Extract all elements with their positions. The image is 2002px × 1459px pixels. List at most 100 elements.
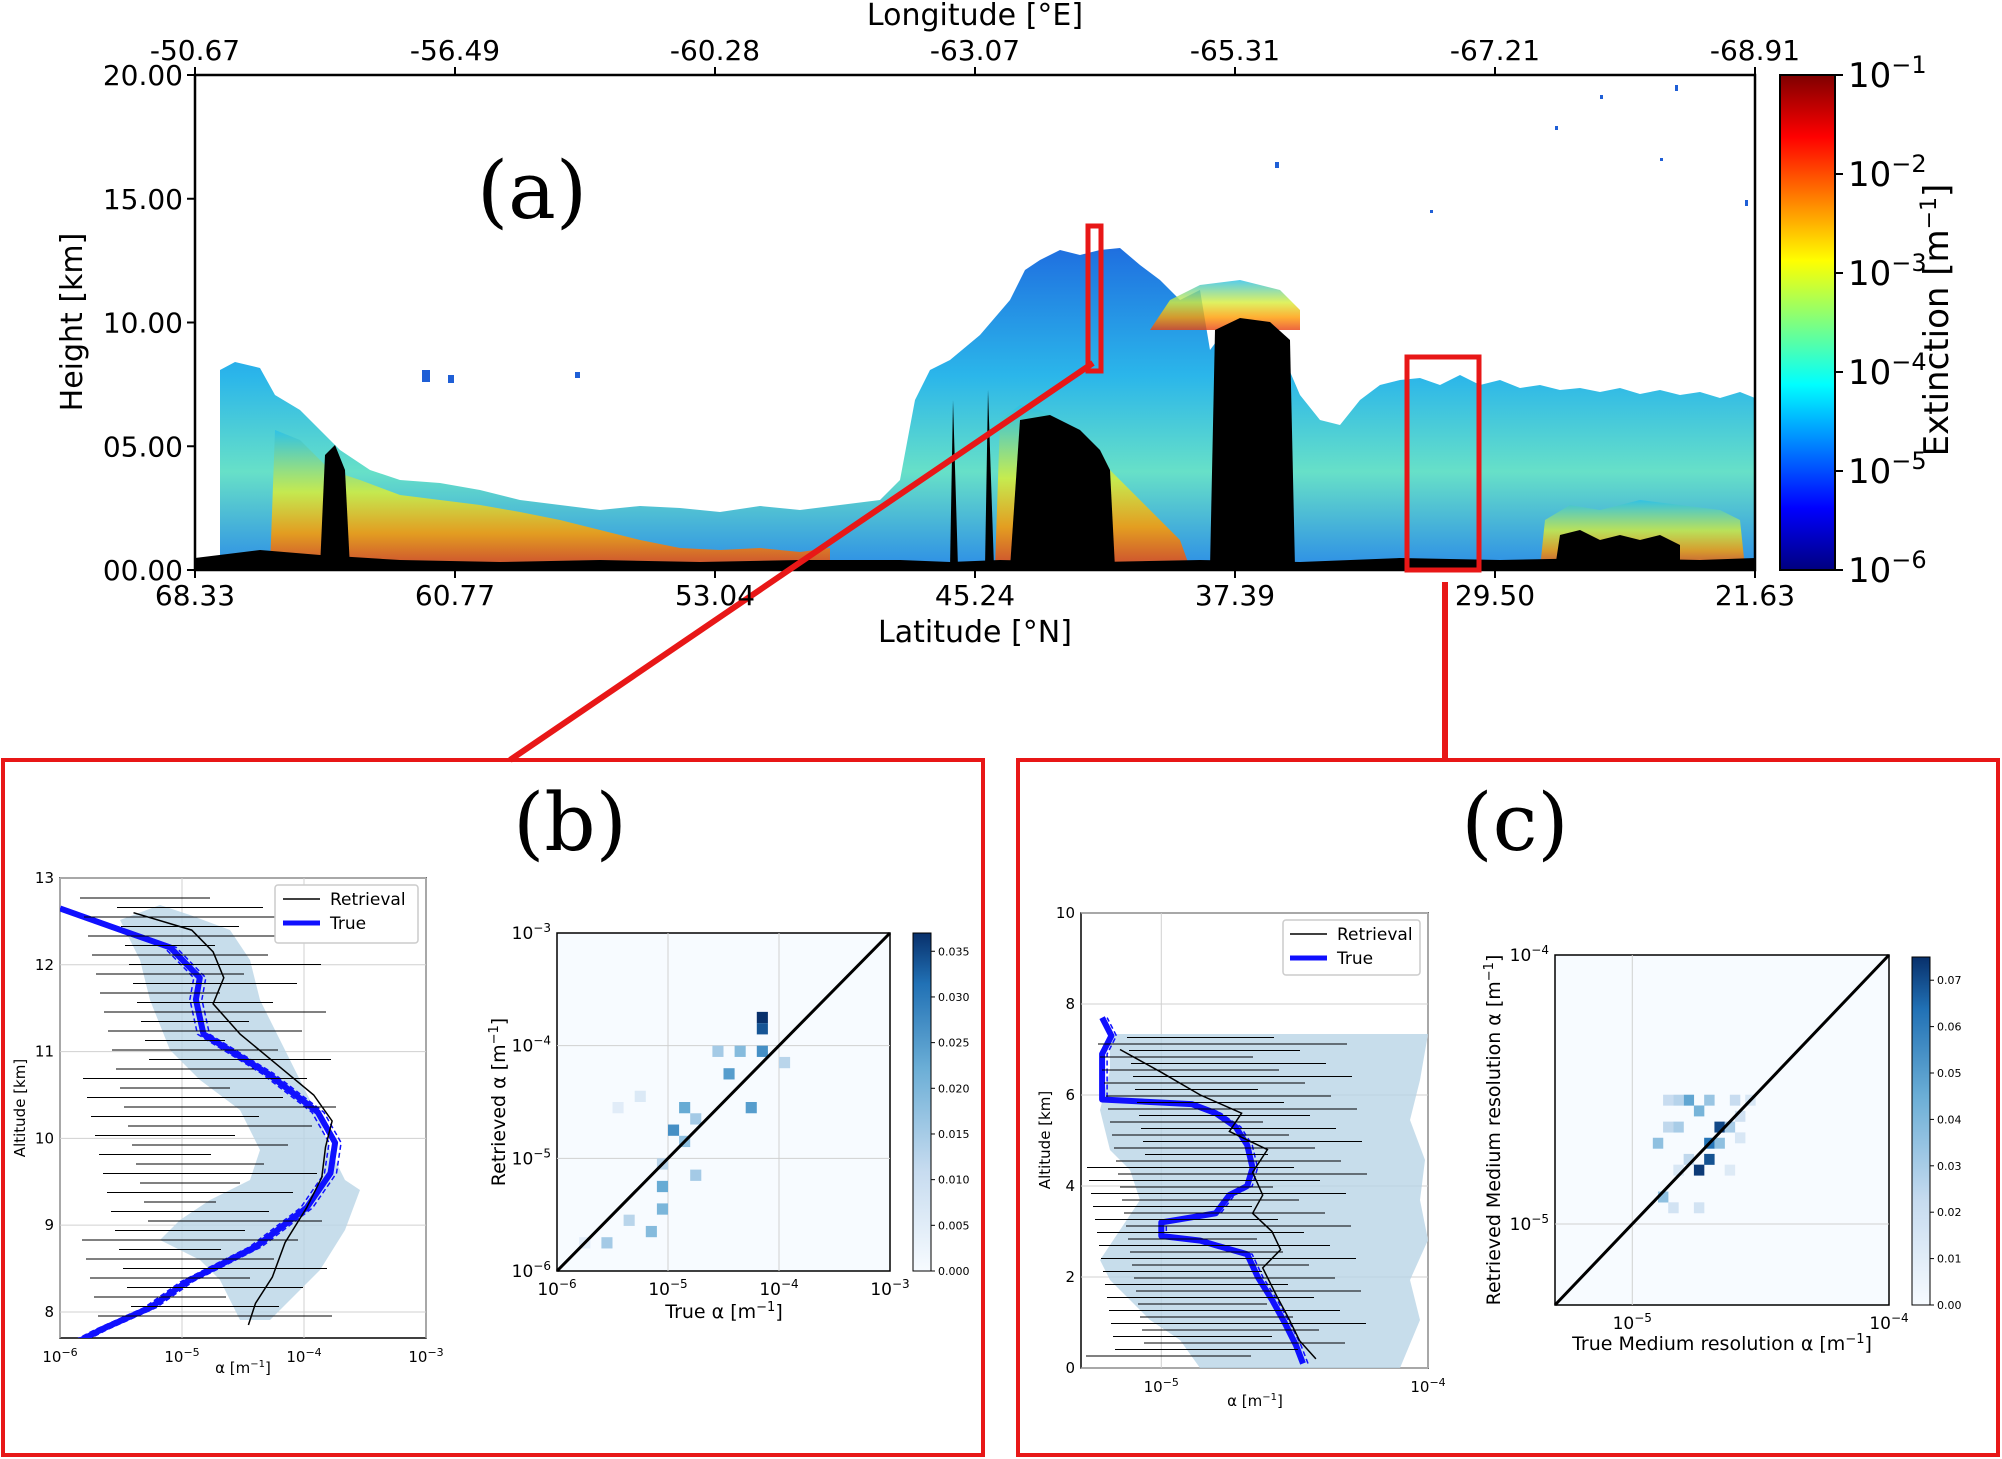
heatmap-cell xyxy=(612,1102,624,1114)
x-tick-label-exp: −4 xyxy=(781,1277,799,1291)
x-tick-label-base: 10 xyxy=(648,1280,670,1300)
y-tick-label-exp: −6 xyxy=(533,1259,551,1273)
legend-true: True xyxy=(329,914,366,934)
x-tick-label-exp: −3 xyxy=(427,1346,443,1359)
colorbar-tick-label: 10−6 xyxy=(1848,546,1927,591)
heatmap-cell xyxy=(1693,1105,1705,1117)
scatter-grid xyxy=(1555,955,1889,1305)
x-tick-label-base: 10 xyxy=(1410,1378,1429,1396)
x-tick-label: 10−6 xyxy=(42,1346,77,1366)
cloud-region-warm-top xyxy=(1150,280,1300,330)
one-to-one-line xyxy=(555,931,892,1273)
panel-a-lon-ticks: -50.67 -56.49 -60.28 -63.07 -65.31 -67.21 -68.… xyxy=(150,34,1800,75)
colorbar-tick-label: 0.015 xyxy=(938,1128,970,1141)
colorbar-tick-label: 0.020 xyxy=(938,1082,970,1095)
scatter-xlabel: True Medium resolution α [m−1] xyxy=(1571,1332,1872,1355)
y-tick-label-exp: −3 xyxy=(533,921,551,935)
ground-signal xyxy=(195,318,1755,570)
colorbar-tick-label-base: 10 xyxy=(1848,155,1891,195)
heatmap-cell xyxy=(1663,1121,1674,1133)
legend-retrieval: Retrieval xyxy=(330,890,406,910)
lon-tick-label: -56.49 xyxy=(410,34,500,67)
scatter-ticks: 10−6 10−5 10−4 10−310−610−510−410−3 xyxy=(512,921,910,1300)
y-tick-label: 4 xyxy=(1065,1177,1075,1195)
y-tick-label: 20.00 xyxy=(103,59,183,92)
heatmap-cell xyxy=(634,1090,646,1102)
y-tick-label: 13 xyxy=(35,869,54,887)
colorbar-tick-label: 10−4 xyxy=(1848,348,1927,393)
colorbar-tick-label-exp: −6 xyxy=(1891,546,1926,574)
heatmap-cell xyxy=(1729,1094,1741,1106)
heatmap-cell xyxy=(690,1169,702,1181)
y-tick-label-base: 10 xyxy=(512,1149,534,1169)
profile-xlabel: α [m−1] xyxy=(1227,1392,1283,1410)
colorbar-tick-label-exp: −3 xyxy=(1891,249,1926,277)
y-tick-label: 8 xyxy=(44,1303,54,1321)
connector-b xyxy=(508,360,1095,763)
highlight-box-b xyxy=(1085,223,1104,374)
x-tick-label-base: 10 xyxy=(408,1348,427,1366)
x-tick-label-base: 10 xyxy=(1869,1314,1891,1334)
heatmap-cell xyxy=(1734,1132,1746,1144)
x-tick-label-exp: −4 xyxy=(1429,1376,1445,1389)
extinction-curtain xyxy=(195,85,1755,570)
heatmap-cell xyxy=(1668,1202,1679,1214)
x-tick-label-exp: −5 xyxy=(1634,1311,1652,1325)
colorbar-tick-label-base: 10 xyxy=(1848,452,1891,492)
y-tick-label: 11 xyxy=(35,1043,54,1061)
profile-ylabel: Altitude [km] xyxy=(11,1059,29,1157)
y-tick-label-base: 10 xyxy=(512,1262,534,1282)
lat-tick-label: 45.24 xyxy=(935,579,1015,612)
colorbar-tick-label: 0.07 xyxy=(1937,974,1962,987)
lat-tick-label: 29.50 xyxy=(1455,579,1535,612)
y-tick-label: 2 xyxy=(1065,1268,1075,1286)
x-tick-label-base: 10 xyxy=(42,1348,61,1366)
scatter-ylabel: Retrieved Medium resolution α [m−1] xyxy=(1482,955,1505,1306)
y-tick-label: 10 xyxy=(35,1129,54,1147)
panel-b-frame xyxy=(1,758,985,1457)
lon-tick-label: -60.28 xyxy=(670,34,760,67)
lon-tick-label: -65.31 xyxy=(1190,34,1280,67)
heatmap-cell xyxy=(1704,1094,1715,1106)
colorbar-ticks: 10−110−210−310−410−510−6 xyxy=(1835,51,1927,591)
colorbar-tick-label: 0.01 xyxy=(1937,1253,1962,1266)
x-tick-label: 10−4 xyxy=(286,1346,321,1366)
lon-tick-label: -67.21 xyxy=(1450,34,1540,67)
colorbar-tick-label-base: 10 xyxy=(1848,353,1891,393)
x-tick-label-exp: −5 xyxy=(1163,1376,1179,1389)
scatter-colorbar xyxy=(1911,956,1931,1306)
colorbar-tick-label-base: 10 xyxy=(1848,551,1891,591)
lat-tick-label: 37.39 xyxy=(1195,579,1275,612)
legend-true: True xyxy=(1336,949,1373,969)
heatmap-cell xyxy=(1734,1110,1746,1122)
heatmap-cell xyxy=(1683,1094,1695,1106)
colorbar-tick-label: 10−3 xyxy=(1848,249,1927,294)
panel-a-colorbar: 10−110−210−310−410−510−6 Extinction [m−1… xyxy=(1779,51,1957,591)
heatmap-cell xyxy=(712,1045,724,1057)
heatmap-cell xyxy=(1673,1121,1684,1133)
colorbar-tick-label: 0.005 xyxy=(938,1219,970,1232)
heatmap-cell xyxy=(1724,1121,1736,1133)
heatmap-cell xyxy=(1683,1153,1695,1165)
heatmap-cell xyxy=(1724,1164,1736,1176)
colorbar-tick-label: 0.06 xyxy=(1937,1021,1962,1034)
panel-a-label: (a) xyxy=(477,144,587,237)
uncertainty-band xyxy=(1100,1034,1428,1368)
colorbar-tick-label-exp: −1 xyxy=(1891,51,1926,79)
x-tick-label: 10−5 xyxy=(648,1277,687,1300)
colorbar-tick-label: 0.010 xyxy=(938,1174,970,1187)
heatmap-cell xyxy=(668,1124,680,1136)
colorbar-label: Extinction [m−1] xyxy=(1917,184,1957,457)
y-tick-label: 10−3 xyxy=(512,921,551,944)
panel-a-lon-label: Longitude [°E] xyxy=(867,0,1083,33)
profile-legend: Retrieval True xyxy=(274,884,419,944)
heatmap-cell xyxy=(1714,1137,1725,1149)
y-tick-label: 9 xyxy=(44,1216,54,1234)
heatmap-cell xyxy=(656,1203,668,1215)
lon-tick-label: -63.07 xyxy=(930,34,1020,67)
highlight-box-c xyxy=(1404,354,1482,573)
